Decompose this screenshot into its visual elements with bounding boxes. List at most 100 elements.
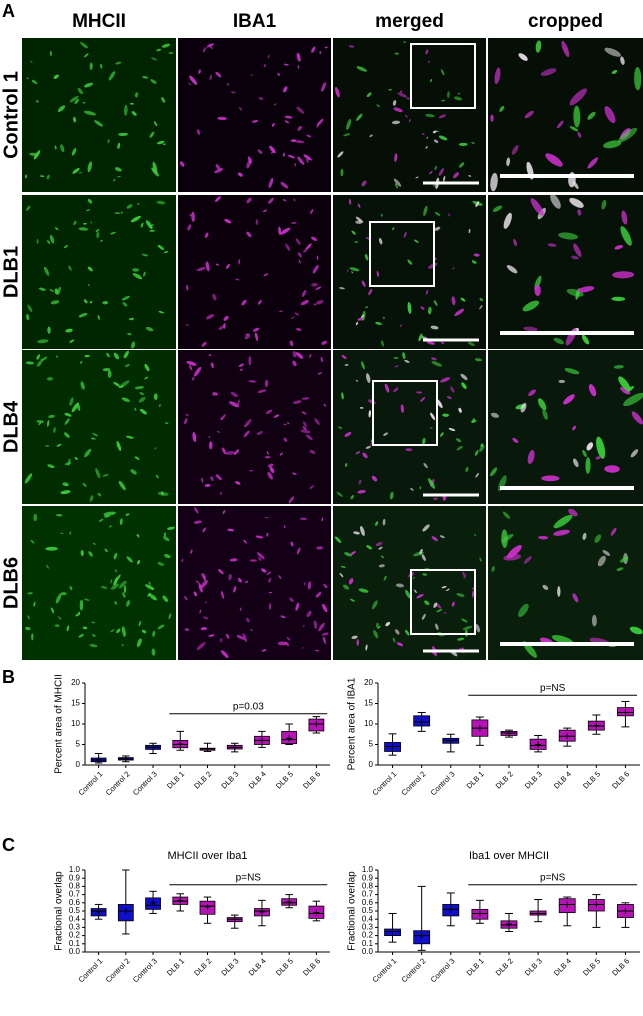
cell	[110, 629, 115, 633]
cell	[471, 260, 477, 264]
cell	[184, 628, 189, 631]
cell	[426, 341, 436, 345]
cell	[249, 559, 257, 562]
mean-marker	[95, 908, 102, 915]
y-tick-label: 0.9	[362, 873, 374, 882]
cell	[341, 392, 344, 400]
cell	[301, 646, 304, 649]
cell	[315, 286, 322, 290]
cell	[282, 152, 286, 157]
cell	[119, 518, 123, 526]
cell	[474, 533, 477, 537]
cell	[295, 602, 300, 611]
cell	[292, 360, 297, 367]
cell	[344, 363, 349, 367]
cell	[60, 592, 67, 596]
cell	[357, 203, 361, 208]
cell	[89, 62, 93, 70]
mean-marker	[204, 903, 211, 910]
cell	[118, 480, 126, 491]
cell	[31, 633, 34, 641]
cell	[142, 76, 149, 79]
cell	[369, 134, 373, 138]
y-tick-label: 0.1	[69, 939, 81, 948]
row-label: DLB6	[0, 557, 22, 609]
cell	[123, 350, 129, 359]
cell	[269, 466, 275, 474]
cell	[634, 66, 642, 91]
cell	[458, 162, 465, 168]
cell	[359, 407, 364, 409]
cell	[300, 299, 309, 306]
cell	[80, 550, 84, 556]
cell	[440, 432, 444, 437]
cell	[50, 300, 60, 305]
cell	[340, 168, 344, 177]
cell	[452, 267, 455, 270]
cell	[621, 210, 628, 225]
cell	[366, 545, 372, 550]
cell	[479, 557, 482, 562]
y-tick-label: 0.9	[69, 873, 81, 882]
cell	[101, 585, 108, 589]
cell	[490, 467, 498, 477]
cell	[302, 426, 307, 431]
cell	[473, 253, 480, 257]
cell	[141, 629, 147, 634]
cell	[212, 293, 217, 301]
cell	[49, 234, 55, 244]
cell	[250, 628, 253, 632]
x-tick-label: DLB 4	[552, 956, 573, 977]
cell	[122, 643, 124, 647]
cell	[264, 456, 271, 459]
cell	[87, 266, 93, 272]
cell	[196, 642, 206, 651]
cell	[431, 361, 443, 367]
cell	[64, 418, 70, 425]
cell	[339, 572, 344, 578]
cell	[45, 445, 50, 447]
cell	[353, 531, 360, 535]
cell	[313, 303, 317, 306]
cell	[358, 479, 362, 485]
cell	[577, 131, 582, 138]
cell	[164, 422, 169, 425]
cell	[63, 245, 68, 249]
cell	[395, 629, 400, 635]
cell	[145, 326, 154, 332]
cell	[448, 427, 456, 431]
cell	[130, 469, 137, 475]
cell	[154, 447, 157, 450]
cell	[415, 176, 419, 179]
cell	[201, 573, 206, 579]
cell	[474, 358, 483, 362]
cell	[295, 140, 305, 144]
cell	[523, 326, 538, 332]
cell	[41, 356, 48, 361]
cell	[428, 478, 436, 489]
cell	[378, 237, 383, 245]
cell	[457, 637, 465, 641]
cell	[400, 90, 403, 94]
cell	[208, 354, 212, 356]
cell	[430, 412, 436, 420]
cell	[479, 297, 483, 302]
cell	[108, 71, 116, 81]
cell	[393, 178, 402, 187]
cell	[278, 226, 282, 235]
cell	[378, 564, 385, 568]
cell	[535, 40, 542, 53]
cell	[263, 209, 267, 213]
cell	[462, 625, 473, 631]
cell	[355, 321, 359, 326]
cell	[144, 363, 150, 372]
cell	[77, 87, 83, 95]
cell	[553, 337, 564, 345]
x-tick-label: DLB 5	[274, 956, 295, 977]
cell	[189, 364, 193, 371]
x-tick-label: Control 3	[131, 956, 159, 984]
micrograph	[22, 350, 176, 504]
cell	[378, 546, 383, 550]
x-tick-label: Control 3	[429, 769, 457, 797]
x-tick-label: Control 3	[429, 956, 457, 984]
